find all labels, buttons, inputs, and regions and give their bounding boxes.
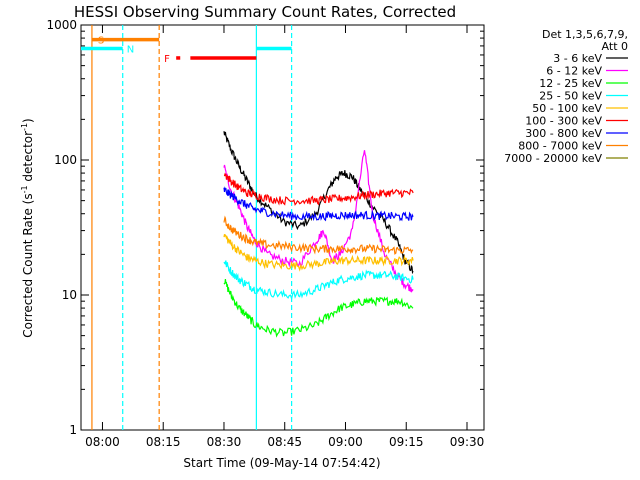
y-axis-label: Corrected Count Rate (s-1 detector-1): [20, 118, 35, 337]
x-tick-label-3: 08:45: [267, 435, 302, 449]
legend-header-line2: Att 0: [602, 40, 628, 53]
axis-ticks: [81, 25, 484, 431]
legend-label-5: 100 - 300 keV: [525, 115, 602, 128]
y-tick-labels: 1 10 100 1000: [46, 18, 77, 437]
legend-label-1: 6 - 12 keV: [546, 65, 602, 78]
y-tick-label-3: 1000: [46, 18, 77, 32]
plot-frame: [80, 24, 485, 431]
legend-header-line1: Det 1,3,5,6,7,9,: [542, 28, 628, 41]
series-line-6: [223, 186, 414, 222]
series-line-1: [223, 150, 414, 293]
flag-label-F: F: [164, 54, 170, 65]
series-line-0: [223, 131, 414, 275]
legend-label-0: 3 - 6 keV: [553, 52, 602, 65]
series-line-4: [223, 234, 414, 272]
legend-label-7: 800 - 7000 keV: [518, 140, 602, 153]
legend-label-6: 300 - 800 keV: [525, 127, 602, 140]
series-line-5: [223, 172, 414, 206]
series-line-2: [223, 279, 414, 338]
y-tick-label-2: 100: [54, 153, 77, 167]
series-lines: [223, 131, 414, 338]
x-axis-label: Start Time (09-May-14 07:54:42): [183, 456, 380, 470]
x-tick-label-6: 09:30: [450, 435, 485, 449]
flag-label-S: S: [98, 36, 104, 47]
series-line-7: [223, 215, 414, 255]
series-line-3: [223, 260, 414, 301]
x-tick-label-5: 09:15: [389, 435, 424, 449]
x-tick-label-4: 09:00: [328, 435, 363, 449]
flag-label-N: N: [127, 44, 134, 55]
x-tick-label-2: 08:30: [207, 435, 242, 449]
flag-bars: S N F: [81, 36, 292, 65]
legend-label-2: 12 - 25 keV: [539, 77, 602, 90]
y-tick-label-1: 10: [62, 288, 77, 302]
legend-label-8: 7000 - 20000 keV: [504, 152, 602, 165]
x-tick-label-1: 08:15: [146, 435, 181, 449]
chart-title: HESSI Observing Summary Count Rates, Cor…: [74, 3, 456, 21]
legend-label-3: 25 - 50 keV: [539, 90, 602, 103]
legend-label-4: 50 - 100 keV: [532, 102, 602, 115]
y-tick-label-0: 1: [69, 423, 77, 437]
x-tick-label-0: 08:00: [85, 435, 120, 449]
event-lines: [91, 25, 293, 430]
x-tick-labels: 08:00 08:15 08:30 08:45 09:00 09:15 09:30: [85, 435, 484, 449]
